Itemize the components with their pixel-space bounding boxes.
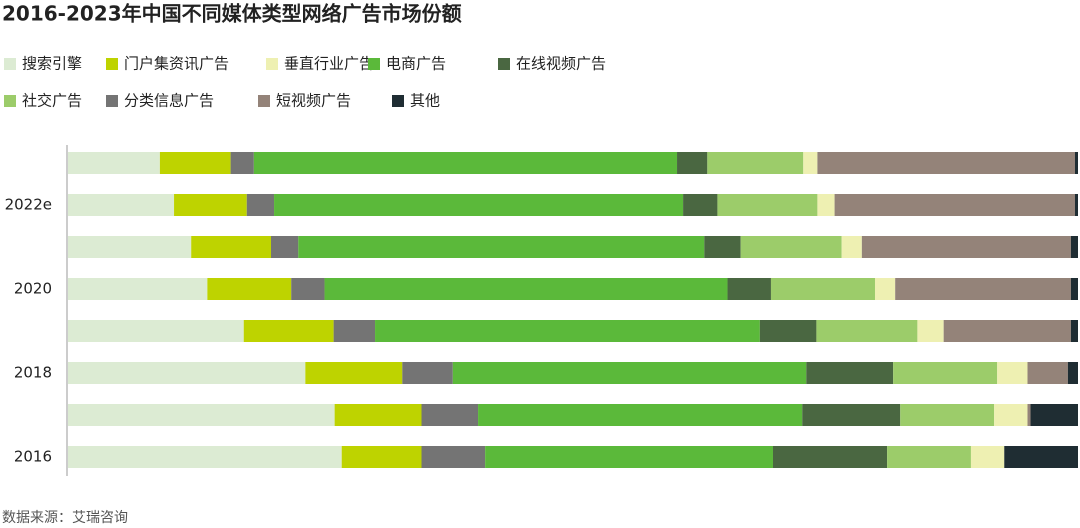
source-note: 数据来源：艾瑞咨询: [2, 510, 128, 526]
bar-segment: [159, 152, 231, 174]
legend-label: 分类信息广告: [124, 92, 214, 110]
y-tick-label: 2022e: [5, 196, 52, 214]
legend-label: 电商广告: [386, 55, 446, 73]
bar-segment: [994, 404, 1028, 426]
bar-segment: [207, 278, 292, 300]
bar-segment: [68, 194, 175, 216]
bar-segment: [452, 362, 807, 384]
bar-segment: [727, 278, 771, 300]
bar-segment: [895, 278, 1071, 300]
bar-segment: [1070, 278, 1078, 300]
bar-segment: [759, 320, 817, 342]
bar-segment: [243, 320, 334, 342]
bar-segment: [770, 278, 875, 300]
legend-swatch: [106, 58, 118, 70]
bar-segment: [817, 152, 1075, 174]
bar-segment: [1074, 152, 1078, 174]
legend-label: 门户集资讯广告: [124, 55, 229, 73]
bar-segment: [305, 362, 403, 384]
bar-segment: [421, 446, 486, 468]
bar-segment: [246, 194, 275, 216]
bar-segment: [334, 404, 422, 426]
bar-segment: [1027, 362, 1068, 384]
bar-segment: [997, 362, 1028, 384]
chart-title: 2016-2023年中国不同媒体类型网络广告市场份额: [2, 2, 462, 26]
y-tick-label: 2016: [14, 448, 52, 466]
bar-segment: [1067, 362, 1078, 384]
bar-segment: [324, 278, 728, 300]
bar-segment: [806, 362, 894, 384]
bar-segment: [341, 446, 422, 468]
bar-segment: [421, 404, 479, 426]
bar-segment: [68, 236, 192, 258]
bar-segment: [861, 236, 1071, 258]
bar-segment: [1030, 404, 1078, 426]
bar-segment: [1070, 320, 1078, 342]
legend-label: 垂直行业广告: [284, 55, 374, 73]
bar-segment: [802, 404, 901, 426]
bar-segment: [893, 362, 998, 384]
bar-segment: [333, 320, 376, 342]
legend-label: 搜索引擎: [22, 55, 82, 73]
bar-segment: [174, 194, 247, 216]
bar-segment: [887, 446, 971, 468]
legend-label: 社交广告: [22, 92, 82, 110]
legend-swatch: [368, 58, 380, 70]
bar-segment: [704, 236, 741, 258]
y-tick-label: 2020: [14, 280, 52, 298]
bar-segment: [677, 152, 708, 174]
bar-segment: [917, 320, 944, 342]
bar-segment: [740, 236, 842, 258]
bar-segment: [900, 404, 995, 426]
bar-segment: [298, 236, 705, 258]
legend-swatch: [266, 58, 278, 70]
bar-segment: [772, 446, 888, 468]
bar-segment: [68, 278, 208, 300]
bar-segment: [707, 152, 804, 174]
bar-segment: [402, 362, 453, 384]
bar-segment: [68, 404, 335, 426]
bar-segment: [683, 194, 718, 216]
bar-segment: [68, 446, 342, 468]
bar-segment: [1070, 236, 1078, 258]
legend-label: 其他: [410, 92, 440, 110]
legend-swatch: [4, 95, 16, 107]
bar-segment: [1027, 404, 1031, 426]
bar-segment: [191, 236, 272, 258]
bar-segment: [1004, 446, 1078, 468]
bar-segment: [834, 194, 1075, 216]
legend-swatch: [498, 58, 510, 70]
bar-segment: [291, 278, 325, 300]
bar-segment: [274, 194, 684, 216]
legend-swatch: [258, 95, 270, 107]
bar-segment: [841, 236, 862, 258]
bar-segment: [253, 152, 678, 174]
bar-segment: [478, 404, 803, 426]
bar-segment: [803, 152, 818, 174]
bar-segment: [230, 152, 254, 174]
bar-segment: [1074, 194, 1078, 216]
bar-segment: [68, 320, 244, 342]
bar-segment: [68, 362, 306, 384]
bar-segment: [271, 236, 299, 258]
legend-label: 短视频广告: [276, 92, 351, 110]
bar-segment: [375, 320, 760, 342]
bar-segment: [816, 320, 918, 342]
bar-segment: [943, 320, 1071, 342]
y-tick-label: 2018: [14, 364, 52, 382]
legend-label: 在线视频广告: [516, 55, 606, 73]
bar-segment: [970, 446, 1005, 468]
legend-swatch: [4, 58, 16, 70]
bar-segment: [874, 278, 896, 300]
legend-swatch: [106, 95, 118, 107]
bar-segment: [717, 194, 818, 216]
bar-segment: [68, 152, 160, 174]
bar-segment: [485, 446, 773, 468]
legend-swatch: [392, 95, 404, 107]
bar-segment: [817, 194, 835, 216]
